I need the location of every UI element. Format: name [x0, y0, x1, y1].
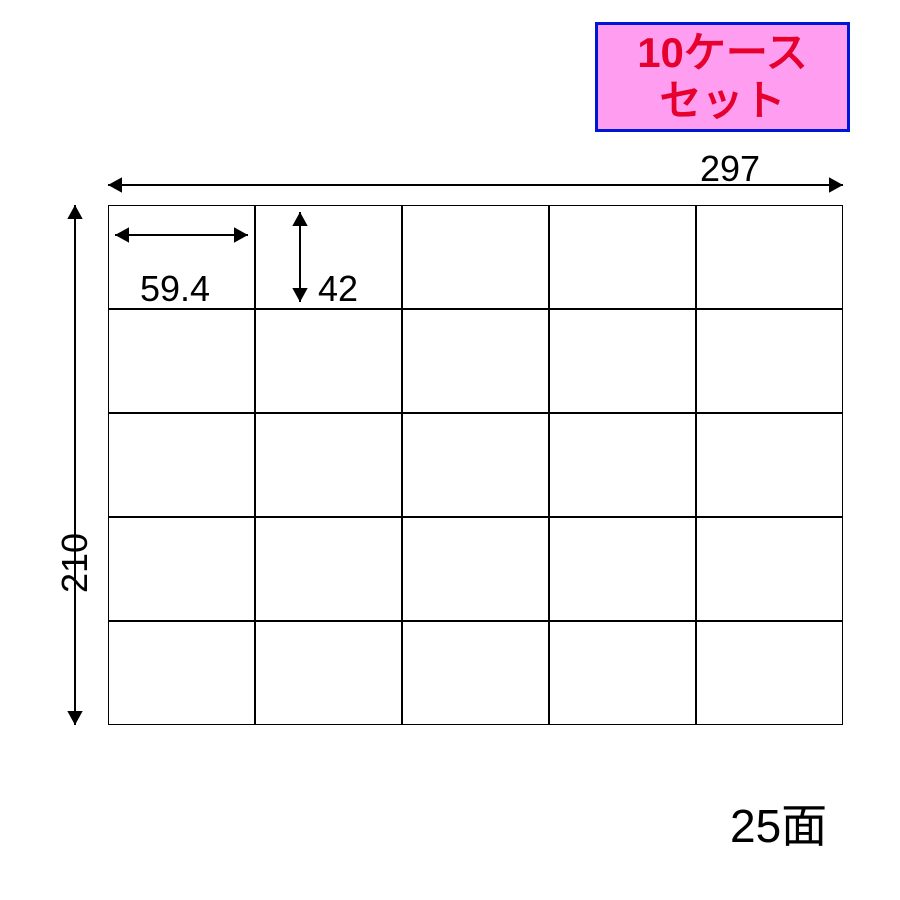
label-cell [696, 413, 843, 517]
label-cell [402, 309, 549, 413]
promo-badge: 10ケース セット [595, 22, 850, 132]
label-cell [402, 517, 549, 621]
label-cell [696, 309, 843, 413]
dim-cell-width-label: 59.4 [140, 268, 210, 310]
badge-line2: セット [659, 77, 785, 125]
label-cell [549, 205, 696, 309]
label-cell [549, 309, 696, 413]
diagram-canvas: 10ケース セット 297 210 59.4 42 25面 [0, 0, 900, 900]
label-cell [255, 413, 402, 517]
dim-sheet-width-label: 297 [700, 148, 760, 190]
label-cell [108, 309, 255, 413]
dim-sheet-height-label: 210 [54, 533, 96, 593]
label-cell [108, 413, 255, 517]
label-cell [108, 517, 255, 621]
label-cell [108, 621, 255, 725]
label-cell [549, 621, 696, 725]
label-cell [255, 621, 402, 725]
label-cell [255, 309, 402, 413]
label-cell [402, 413, 549, 517]
label-cell [402, 205, 549, 309]
label-cell [549, 517, 696, 621]
dim-cell-height-label: 42 [318, 268, 358, 310]
label-cell [255, 517, 402, 621]
label-cell [402, 621, 549, 725]
panel-count-caption: 25面 [730, 790, 827, 856]
badge-line1: 10ケース [637, 29, 808, 77]
label-cell [549, 413, 696, 517]
label-sheet-grid [108, 205, 843, 725]
label-cell [696, 517, 843, 621]
label-cell [696, 621, 843, 725]
label-cell [696, 205, 843, 309]
